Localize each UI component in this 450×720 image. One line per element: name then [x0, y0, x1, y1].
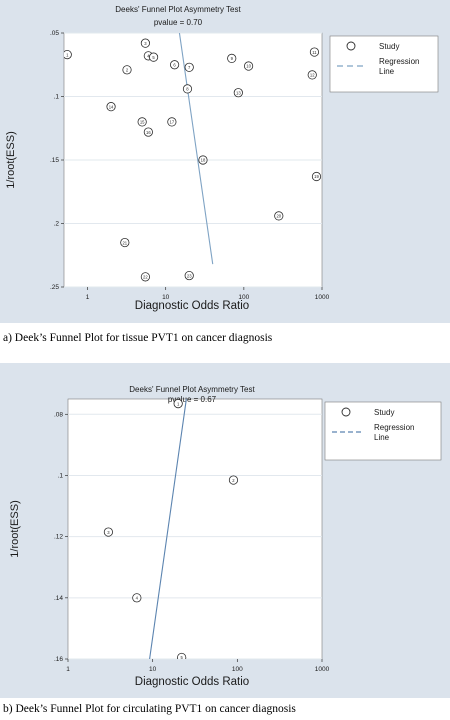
x-tick-label: 1: [66, 666, 70, 673]
study-marker-label: 4: [147, 54, 150, 59]
study-marker: [227, 53, 237, 64]
y-tick-label: .14: [54, 595, 63, 602]
legend-regression-label: Regression: [379, 57, 419, 66]
y-tick-label: .25: [50, 284, 59, 291]
y-tick-label: .05: [50, 30, 59, 37]
study-marker-label: 7: [188, 65, 191, 70]
x-axis-label: Diagnostic Odds Ratio: [135, 676, 249, 688]
data-layer: 1 2 3 4 5: [103, 399, 239, 660]
legend-study-marker: [341, 407, 351, 417]
study-marker-label: 9: [231, 56, 234, 61]
study-marker-label: 2: [126, 68, 129, 73]
study-marker-label: 3: [107, 530, 110, 535]
x-tick-label: 100: [238, 294, 249, 301]
y-axis-label: 1/root(ESS): [9, 500, 21, 557]
study-marker-label: 16: [146, 130, 151, 135]
x-tick-label: 1000: [315, 294, 330, 301]
caption-a: a) Deek’s Funnel Plot for tissue PVT1 on…: [3, 332, 273, 344]
study-marker: [309, 47, 320, 57]
study-marker: [184, 62, 194, 72]
regression-line: [149, 399, 187, 659]
legend-regression-label-line2: Line: [374, 433, 390, 442]
y-tick-label: .08: [54, 411, 63, 418]
study-marker-label: 1: [177, 401, 180, 406]
funnel-plot-panel-a: .05 .1 .15 .2 .25 1 10 100 1000 Diagnostic Odds R…: [0, 0, 450, 323]
study-marker-label: 6: [173, 62, 176, 67]
study-marker: [233, 88, 243, 98]
study-marker-label: 19: [314, 174, 319, 179]
study-marker: [140, 272, 150, 282]
study-marker-label: 11: [312, 50, 317, 55]
y-axis-label: 1/root(ESS): [5, 131, 17, 188]
study-marker-label: 14: [109, 104, 114, 109]
chart-title: Deeks' Funnel Plot Asymmetry Test: [115, 5, 241, 14]
study-marker: [169, 60, 180, 70]
x-tick-label: 10: [149, 666, 157, 673]
study-marker: [198, 155, 208, 165]
study-marker: [143, 127, 153, 137]
legend-regression-label: Regression: [374, 423, 414, 432]
study-marker: [103, 527, 113, 537]
chart-title: Deeks' Funnel Plot Asymmetry Test: [129, 385, 255, 394]
study-marker: [106, 102, 116, 112]
study-marker: [64, 49, 72, 60]
funnel-plot-panel-b: .08.1.12.14.16 1 10 100 1000 Diagnostic Odds …: [0, 363, 450, 698]
y-tick-label: .15: [50, 157, 59, 164]
x-axis-label: Diagnostic Odds Ratio: [135, 300, 249, 312]
study-marker-label: 5: [152, 55, 155, 60]
study-marker-label: 13: [236, 90, 241, 95]
study-marker-label: 21: [122, 240, 127, 245]
study-marker: [173, 399, 183, 409]
study-marker-label: 20: [276, 214, 281, 219]
study-marker: [132, 593, 142, 603]
study-marker-label: 17: [170, 120, 175, 125]
legend-regression-label-line2: Line: [379, 67, 395, 76]
chart-subtitle: pvalue = 0.70: [154, 18, 203, 27]
study-marker-label: 10: [246, 64, 251, 69]
legend-study-marker: [346, 41, 356, 51]
study-marker: [167, 117, 177, 127]
study-marker-label: 23: [187, 273, 192, 278]
y-tick-label: .2: [54, 221, 60, 228]
x-tick-label: 10: [162, 294, 170, 301]
study-marker-label: 8: [186, 87, 189, 92]
study-marker-label: 15: [140, 120, 145, 125]
study-marker-label: 5: [180, 655, 183, 660]
x-tick-label: 1: [86, 294, 90, 301]
study-marker-label: 4: [136, 596, 139, 601]
legend-study-label: Study: [374, 408, 394, 417]
study-marker: [274, 211, 284, 221]
study-marker: [182, 84, 193, 94]
study-marker-label: 1: [66, 52, 69, 57]
x-tick-label: 1000: [315, 666, 330, 673]
y-tick-label: .1: [58, 472, 64, 479]
y-tick-label: .1: [54, 94, 60, 101]
x-tick-label: 100: [232, 666, 243, 673]
regression-line: [178, 33, 214, 265]
study-marker-label: 22: [143, 275, 148, 280]
study-marker: [140, 38, 150, 48]
study-marker: [311, 171, 322, 182]
study-marker-label: 18: [201, 158, 206, 163]
study-marker-label: 2: [232, 478, 235, 483]
study-marker: [184, 270, 194, 281]
study-marker-label: 3: [144, 41, 147, 46]
y-tick-label: .16: [54, 656, 63, 663]
study-marker: [148, 52, 159, 62]
study-marker-label: 12: [310, 73, 315, 78]
study-marker: [243, 61, 254, 71]
caption-b: b) Deek’s Funnel Plot for circulating PV…: [3, 703, 296, 715]
study-marker: [120, 237, 130, 248]
study-marker: [122, 65, 132, 75]
y-tick-label: .12: [54, 534, 63, 541]
legend-study-label: Study: [379, 42, 399, 51]
funnel-plot-a: .05 .1 .15 .2 .25 1 10 100 1000 Diagnostic Odds R…: [5, 5, 439, 312]
study-marker: [137, 117, 147, 127]
study-marker: [307, 70, 317, 80]
study-marker: [177, 652, 187, 659]
study-marker: [228, 475, 239, 485]
chart-subtitle: pvalue = 0.67: [168, 395, 217, 404]
